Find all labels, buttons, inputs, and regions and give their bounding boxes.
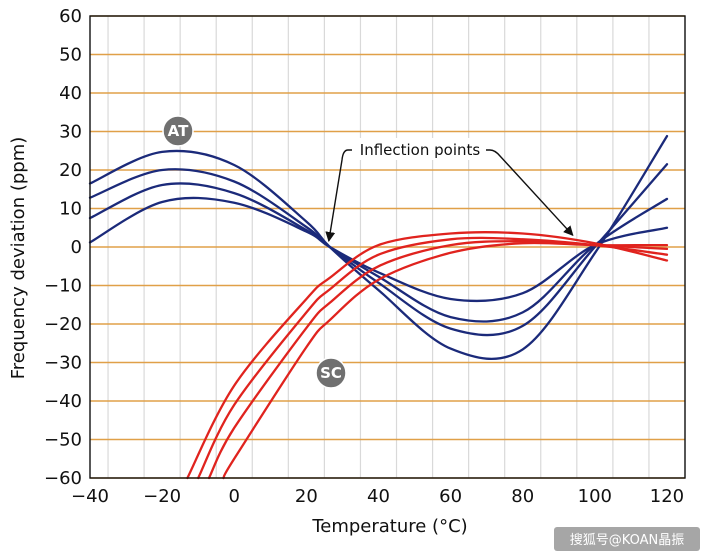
badge-sc: SC bbox=[315, 357, 347, 389]
y-tick-label: −20 bbox=[44, 314, 82, 335]
watermark-text: 搜狐号@KOAN晶振 bbox=[570, 533, 684, 548]
y-tick-label: 0 bbox=[71, 237, 82, 258]
y-tick-label: −40 bbox=[44, 391, 82, 412]
badge-sc-circle bbox=[315, 357, 347, 389]
y-tick-label: −10 bbox=[44, 276, 82, 297]
y-tick-label: −60 bbox=[44, 468, 82, 489]
y-tick-label: −30 bbox=[44, 353, 82, 374]
at-series-line-4 bbox=[88, 196, 669, 303]
y-tick-label: 50 bbox=[59, 45, 82, 66]
y-tick-label: 30 bbox=[59, 122, 82, 143]
inflection-annotation: Inflection points bbox=[325, 138, 574, 242]
y-tick-labels: 60 50 40 30 20 10 0 −10 −20 −30 −40 −50 −60 bbox=[44, 6, 82, 489]
y-tick-label: 10 bbox=[59, 199, 82, 220]
badge-at: AT bbox=[162, 115, 194, 147]
x-tick-labels: −40 −20 0 20 40 60 80 100 120 bbox=[71, 486, 684, 507]
x-tick-label: −20 bbox=[143, 486, 181, 507]
sc-series-line-1 bbox=[186, 231, 669, 480]
inflection-label: Inflection points bbox=[360, 141, 481, 159]
y-tick-label: 20 bbox=[59, 160, 82, 181]
y-tick-label: −50 bbox=[44, 430, 82, 451]
x-tick-label: 60 bbox=[439, 486, 462, 507]
badge-at-circle bbox=[162, 115, 194, 147]
inflection-label-bg bbox=[352, 138, 486, 160]
badge-sc-label: SC bbox=[320, 364, 342, 382]
y-tick-label: 60 bbox=[59, 6, 82, 27]
series-lines bbox=[88, 134, 669, 480]
x-axis-title: Temperature (°C) bbox=[311, 516, 467, 537]
x-tick-label: 40 bbox=[367, 486, 390, 507]
y-tick-label: 40 bbox=[59, 83, 82, 104]
x-tick-label: 120 bbox=[650, 486, 684, 507]
x-tick-label: −40 bbox=[71, 486, 109, 507]
watermark-bg bbox=[554, 527, 700, 551]
sc-series-line-4 bbox=[222, 241, 669, 480]
x-tick-label: 80 bbox=[511, 486, 534, 507]
watermark: 搜狐号@KOAN晶振 bbox=[554, 527, 700, 551]
badge-at-label: AT bbox=[168, 122, 189, 140]
x-tick-label: 20 bbox=[295, 486, 318, 507]
x-tick-label: 0 bbox=[229, 486, 240, 507]
plot-frame bbox=[89, 15, 686, 479]
at-series-line-2 bbox=[88, 163, 669, 337]
inflection-arrow-left bbox=[325, 149, 355, 242]
inflection-arrow-right bbox=[484, 149, 574, 237]
x-tick-label: 100 bbox=[578, 486, 612, 507]
y-axis-title: Frequency deviation (ppm) bbox=[8, 137, 29, 380]
sc-series-line-3 bbox=[207, 240, 669, 480]
at-series-line-3 bbox=[88, 182, 669, 323]
